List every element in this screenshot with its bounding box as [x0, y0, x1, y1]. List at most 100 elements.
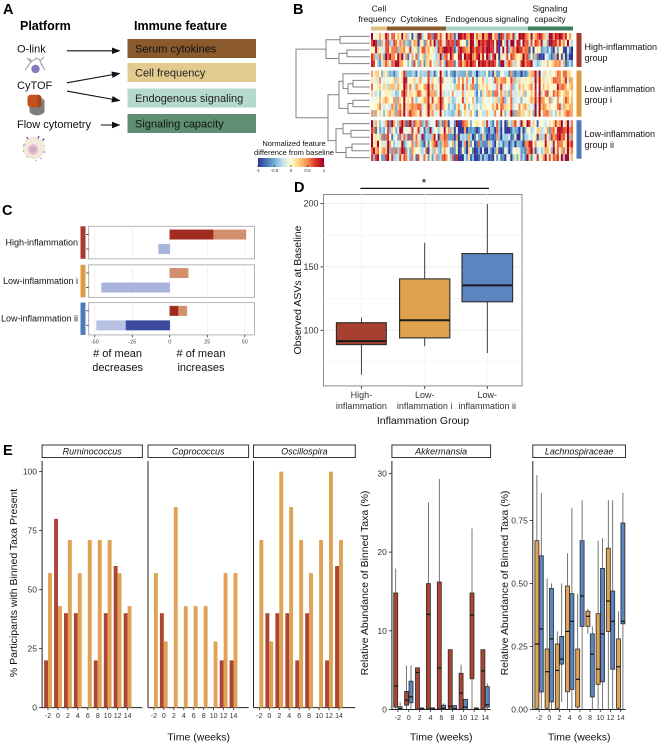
svg-text:Ruminococcus: Ruminococcus: [63, 447, 123, 457]
svg-text:B: B: [293, 2, 303, 18]
svg-text:A: A: [3, 2, 14, 18]
svg-text:12: 12: [114, 713, 122, 720]
svg-text:8: 8: [588, 715, 592, 722]
svg-text:Serum cytokines: Serum cytokines: [135, 44, 217, 56]
svg-text:C: C: [2, 203, 13, 219]
svg-text:6: 6: [86, 713, 90, 720]
svg-text:14: 14: [335, 713, 343, 720]
svg-text:Immune feature: Immune feature: [134, 19, 227, 33]
svg-text:Oscillospira: Oscillospira: [281, 447, 328, 457]
svg-text:8: 8: [307, 713, 311, 720]
svg-text:6: 6: [192, 713, 196, 720]
svg-text:increases: increases: [177, 362, 225, 374]
svg-text:inflammation ii: inflammation ii: [459, 401, 517, 411]
svg-text:D: D: [294, 180, 304, 196]
svg-text:group: group: [585, 53, 608, 63]
svg-text:4: 4: [287, 713, 291, 720]
svg-text:Low-inflammation ii: Low-inflammation ii: [1, 314, 78, 324]
svg-text:Endogenous signaling: Endogenous signaling: [445, 14, 529, 24]
svg-text:12: 12: [325, 713, 333, 720]
svg-text:10: 10: [210, 713, 218, 720]
svg-text:0.25: 0.25: [511, 642, 528, 652]
svg-text:6: 6: [297, 713, 301, 720]
svg-text:14: 14: [124, 713, 132, 720]
svg-text:Low-inflammation: Low-inflammation: [585, 84, 656, 94]
svg-text:30: 30: [377, 468, 387, 478]
svg-text:-2: -2: [256, 713, 262, 720]
svg-text:High-inflammation: High-inflammation: [5, 238, 78, 248]
svg-text:75: 75: [28, 526, 38, 536]
svg-text:0: 0: [267, 713, 271, 720]
svg-text:100: 100: [23, 467, 37, 477]
svg-text:50: 50: [28, 585, 38, 595]
svg-text:2: 2: [558, 715, 562, 722]
svg-text:25: 25: [204, 340, 210, 346]
svg-text:10: 10: [104, 713, 112, 720]
svg-text:% Participants with Binned Tax: % Participants with Binned Taxa Present: [8, 489, 20, 677]
svg-text:14: 14: [230, 713, 238, 720]
svg-text:Relative Abundance of Binned T: Relative Abundance of Binned Taxa (%): [359, 491, 371, 676]
svg-text:2: 2: [66, 713, 70, 720]
svg-text:10: 10: [459, 715, 467, 722]
svg-text:0.00: 0.00: [511, 705, 528, 715]
svg-text:20: 20: [377, 547, 387, 557]
svg-text:decreases: decreases: [92, 362, 143, 374]
svg-text:0: 0: [382, 705, 387, 715]
svg-text:CyTOF: CyTOF: [17, 80, 53, 92]
svg-text:100: 100: [303, 325, 318, 335]
svg-text:0: 0: [32, 703, 37, 713]
svg-text:50: 50: [242, 340, 248, 346]
svg-text:150: 150: [303, 262, 318, 272]
svg-text:12: 12: [220, 713, 228, 720]
svg-text:6: 6: [440, 715, 444, 722]
svg-text:group i: group i: [585, 95, 613, 105]
svg-text:-50: -50: [91, 340, 99, 346]
svg-text:14: 14: [481, 715, 489, 722]
svg-text:0: 0: [168, 340, 171, 346]
svg-text:0: 0: [547, 715, 551, 722]
svg-text:Time (weeks): Time (weeks): [167, 732, 230, 744]
svg-text:-2: -2: [395, 715, 401, 722]
svg-text:inflammation i: inflammation i: [397, 401, 453, 411]
svg-text:-2: -2: [151, 713, 157, 720]
svg-text:2: 2: [418, 715, 422, 722]
svg-text:*: *: [422, 176, 427, 190]
svg-text:Low-: Low-: [415, 390, 435, 400]
svg-text:frequency: frequency: [358, 14, 396, 24]
svg-text:8: 8: [450, 715, 454, 722]
svg-text:High-: High-: [351, 390, 373, 400]
svg-text:0: 0: [407, 715, 411, 722]
svg-text:0: 0: [56, 713, 60, 720]
svg-text:4: 4: [76, 713, 80, 720]
svg-text:10: 10: [377, 626, 387, 636]
svg-text:Relative Abundance of Binned T: Relative Abundance of Binned Taxa (%): [499, 491, 511, 676]
svg-text:-0.5: -0.5: [271, 168, 279, 173]
svg-text:0: 0: [290, 168, 293, 173]
svg-text:8: 8: [96, 713, 100, 720]
svg-text:10: 10: [596, 715, 604, 722]
svg-text:12: 12: [470, 715, 478, 722]
svg-text:1: 1: [323, 168, 326, 173]
svg-text:Time (weeks): Time (weeks): [548, 732, 611, 744]
svg-text:group ii: group ii: [585, 140, 615, 150]
svg-text:inflammation: inflammation: [336, 401, 387, 411]
svg-text:Platform: Platform: [20, 19, 71, 33]
svg-text:Inflammation Group: Inflammation Group: [377, 415, 469, 427]
svg-text:-2: -2: [536, 715, 542, 722]
svg-text:O-link: O-link: [17, 43, 46, 55]
svg-text:Coprococcus: Coprococcus: [172, 447, 225, 457]
svg-text:capacity: capacity: [534, 14, 566, 24]
svg-text:0.50: 0.50: [511, 579, 528, 589]
svg-text:4: 4: [568, 715, 572, 722]
svg-text:14: 14: [617, 715, 625, 722]
svg-text:-1: -1: [256, 168, 260, 173]
svg-text:# of mean: # of mean: [93, 348, 142, 360]
svg-text:Flow cytometry: Flow cytometry: [17, 119, 91, 131]
svg-text:E: E: [3, 443, 13, 459]
svg-text:# of mean: # of mean: [177, 348, 226, 360]
svg-text:difference from baseline: difference from baseline: [254, 148, 334, 157]
svg-text:200: 200: [303, 199, 318, 209]
svg-text:Observed ASVs at Baseline: Observed ASVs at Baseline: [292, 225, 304, 354]
svg-text:Signaling: Signaling: [533, 4, 568, 14]
svg-text:-2: -2: [45, 713, 51, 720]
